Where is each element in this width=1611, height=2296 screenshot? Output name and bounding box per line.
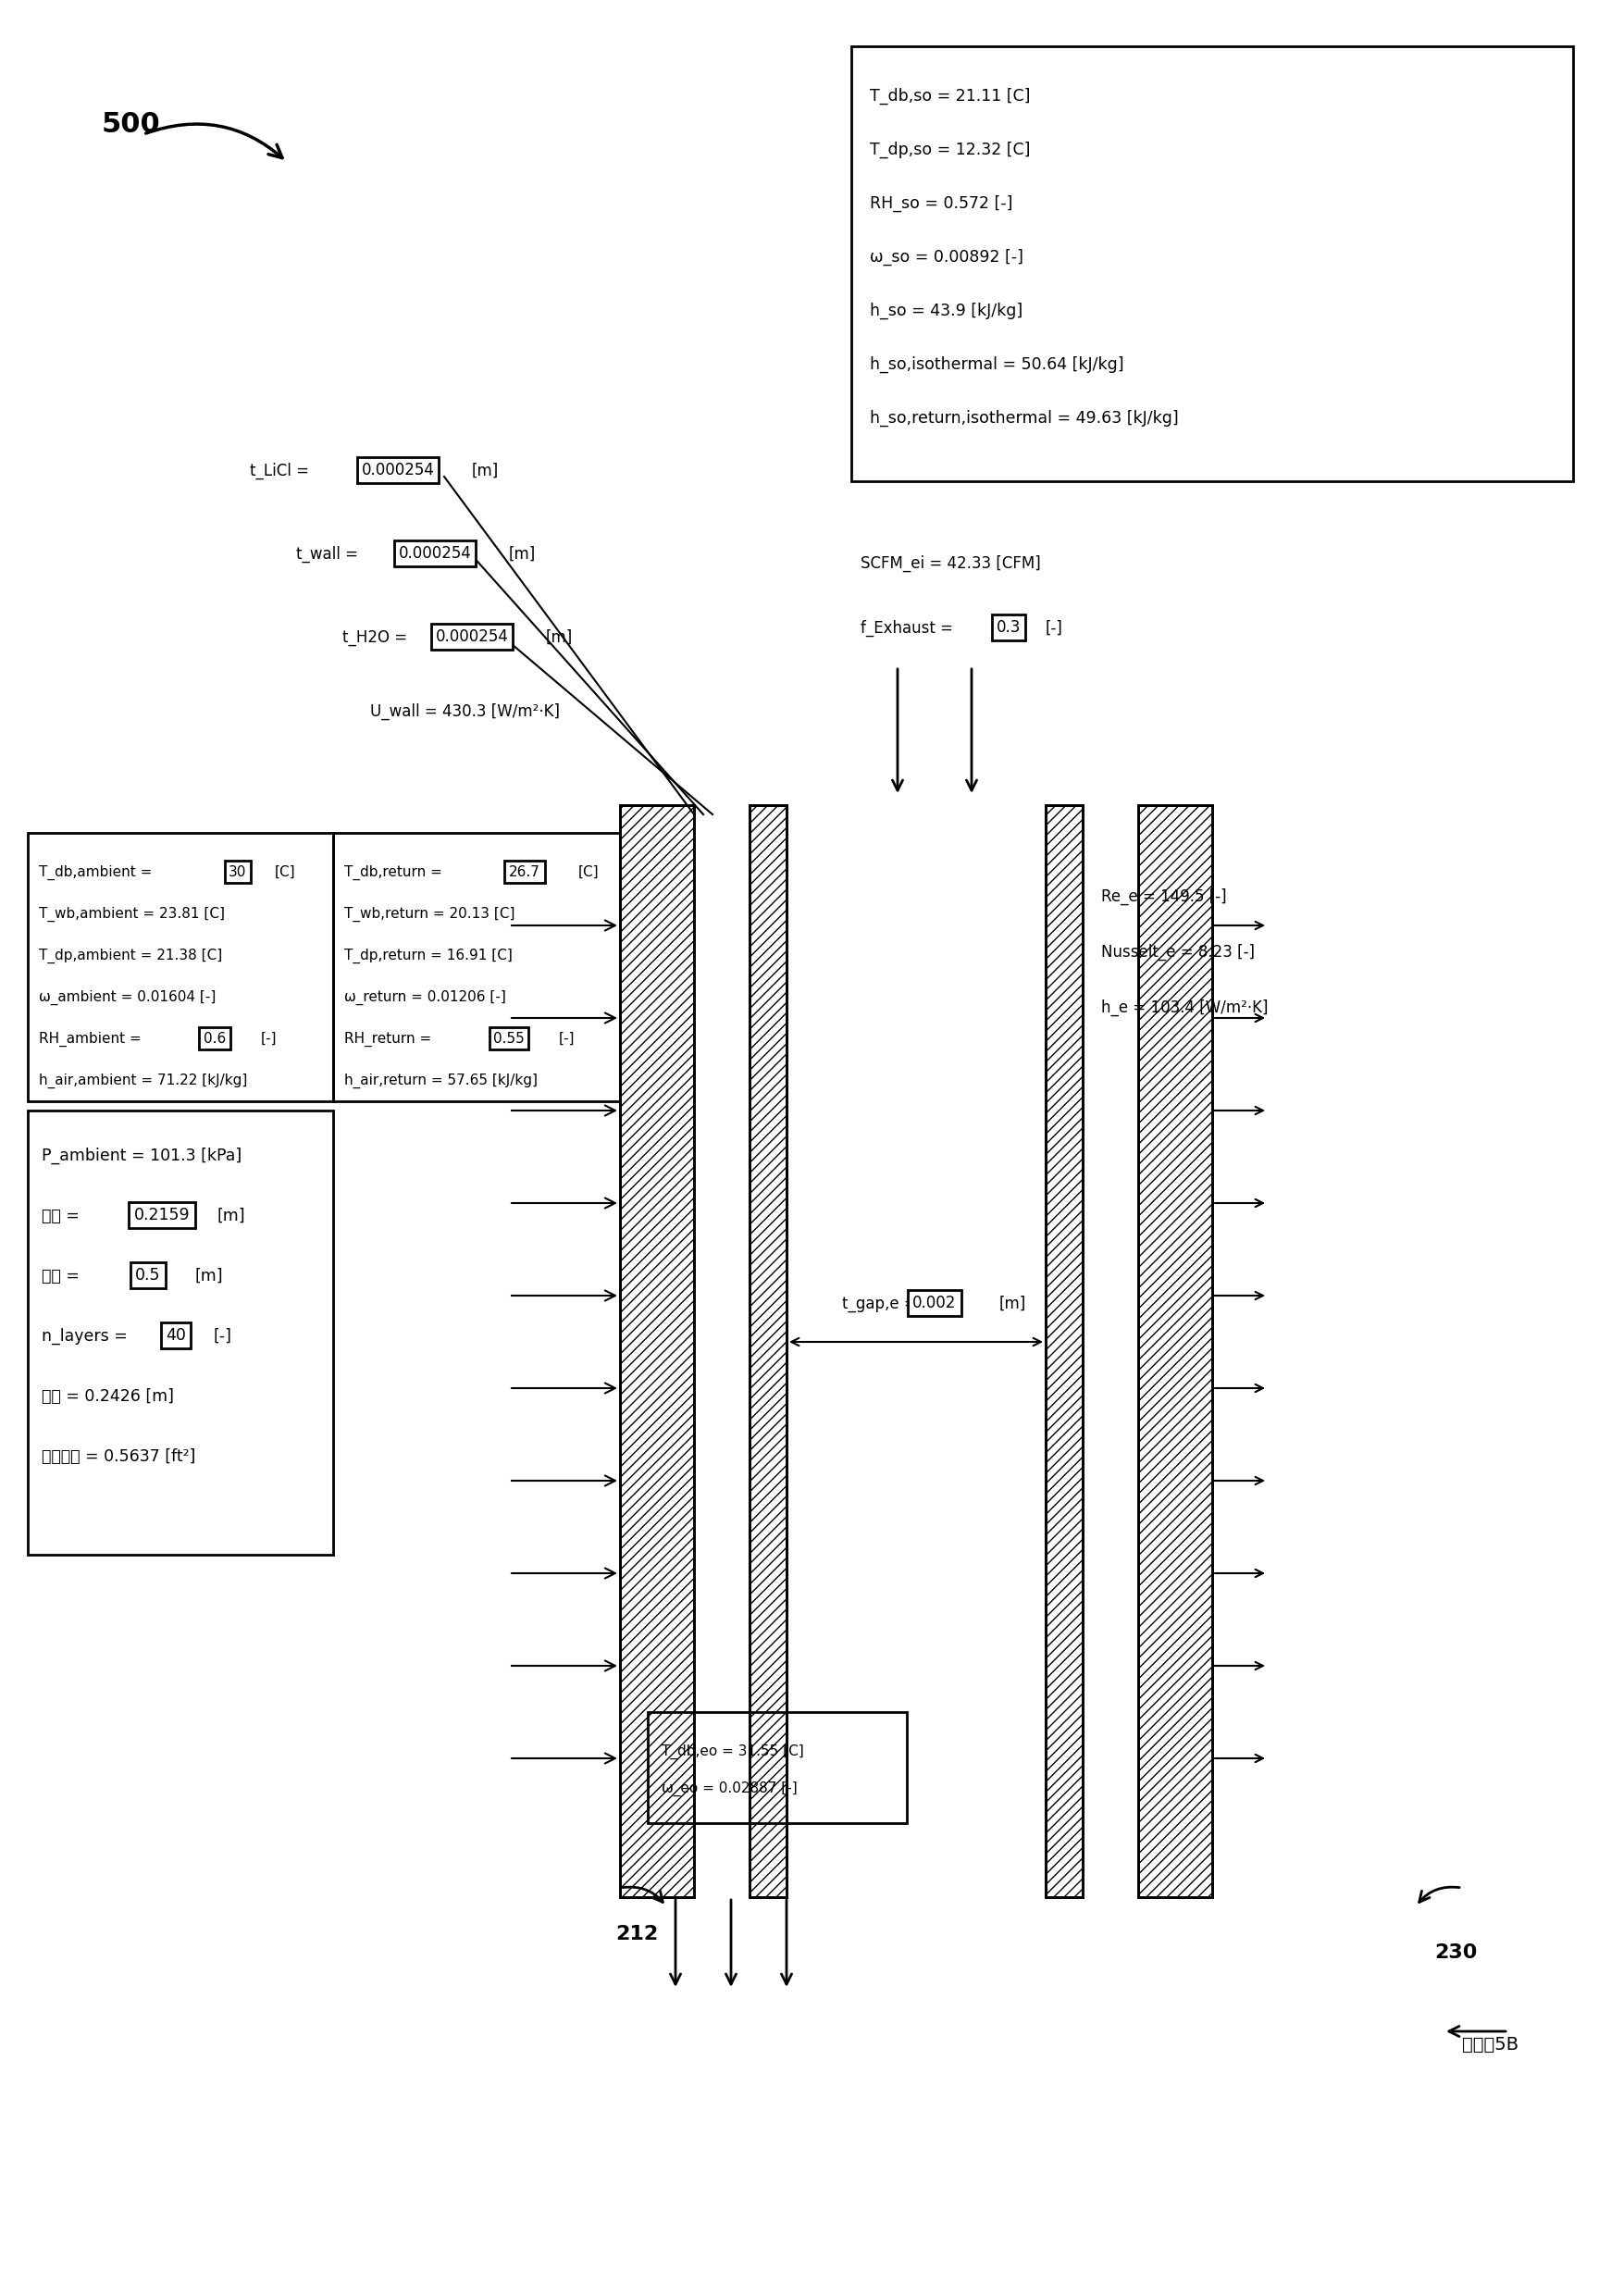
Text: T_db,so = 21.11 [C]: T_db,so = 21.11 [C] — [870, 87, 1031, 106]
Text: T_db,return =: T_db,return = — [345, 866, 441, 879]
Text: ω_ambient = 0.01604 [-]: ω_ambient = 0.01604 [-] — [39, 990, 216, 1006]
Bar — [749, 806, 786, 1896]
Text: 0.3: 0.3 — [997, 620, 1021, 636]
Bar — [749, 806, 786, 1896]
Text: T_wb,ambient = 23.81 [C]: T_wb,ambient = 23.81 [C] — [39, 907, 226, 923]
Text: f_Exhaust =: f_Exhaust = — [860, 620, 954, 636]
Text: [-]: [-] — [213, 1327, 232, 1345]
Bar — [620, 806, 694, 1896]
Text: ω_return = 0.01206 [-]: ω_return = 0.01206 [-] — [345, 990, 506, 1006]
Text: T_wb,return = 20.13 [C]: T_wb,return = 20.13 [C] — [345, 907, 516, 923]
Text: P_ambient = 101.3 [kPa]: P_ambient = 101.3 [kPa] — [42, 1148, 242, 1164]
Text: 宽度 =: 宽度 = — [42, 1208, 79, 1224]
Bar — [620, 806, 694, 1896]
Text: [m]: [m] — [999, 1295, 1026, 1313]
Text: 下接图5B: 下接图5B — [1463, 2037, 1519, 2053]
Text: SCFM_ei = 42.33 [CFM]: SCFM_ei = 42.33 [CFM] — [860, 556, 1041, 572]
Text: ω_eo = 0.02887 [-]: ω_eo = 0.02887 [-] — [662, 1782, 797, 1795]
Bar — [1046, 806, 1083, 1896]
Text: [m]: [m] — [509, 546, 536, 563]
Text: 0.002: 0.002 — [913, 1295, 957, 1311]
Text: 30: 30 — [229, 866, 246, 879]
Text: n_layers =: n_layers = — [42, 1327, 127, 1345]
Text: T_dp,return = 16.91 [C]: T_dp,return = 16.91 [C] — [345, 948, 512, 964]
Text: RH_so = 0.572 [-]: RH_so = 0.572 [-] — [870, 195, 1013, 211]
Bar — [1137, 806, 1211, 1896]
Text: [-]: [-] — [559, 1031, 575, 1045]
Text: T_dp,so = 12.32 [C]: T_dp,so = 12.32 [C] — [870, 142, 1031, 158]
Text: 0.000254: 0.000254 — [435, 629, 509, 645]
Text: h_so,return,isothermal = 49.63 [kJ/kg]: h_so,return,isothermal = 49.63 [kJ/kg] — [870, 411, 1179, 427]
Text: RH_return =: RH_return = — [345, 1031, 432, 1047]
Text: 40: 40 — [166, 1327, 185, 1343]
Text: t_LiCl =: t_LiCl = — [250, 464, 309, 480]
Bar — [27, 1111, 333, 1554]
Text: [m]: [m] — [546, 629, 574, 645]
Text: t_H2O =: t_H2O = — [343, 629, 408, 645]
Text: 0.6: 0.6 — [203, 1031, 226, 1045]
Text: t_wall =: t_wall = — [296, 546, 358, 563]
Text: RH_ambient =: RH_ambient = — [39, 1031, 142, 1047]
Bar — [851, 46, 1572, 482]
Text: ω_so = 0.00892 [-]: ω_so = 0.00892 [-] — [870, 248, 1023, 266]
Text: 面积表面 = 0.5637 [ft²]: 面积表面 = 0.5637 [ft²] — [42, 1449, 195, 1465]
Text: 0.000254: 0.000254 — [398, 544, 472, 563]
Text: [m]: [m] — [195, 1267, 222, 1283]
Text: T_db,eo = 31.55 [C]: T_db,eo = 31.55 [C] — [662, 1745, 804, 1759]
Text: 0.2159: 0.2159 — [134, 1208, 190, 1224]
Text: [-]: [-] — [261, 1031, 277, 1045]
Bar — [648, 1713, 907, 1823]
Text: h_so = 43.9 [kJ/kg]: h_so = 43.9 [kJ/kg] — [870, 303, 1023, 319]
Text: h_so,isothermal = 50.64 [kJ/kg]: h_so,isothermal = 50.64 [kJ/kg] — [870, 356, 1124, 374]
Text: Re_e = 149.5 [-]: Re_e = 149.5 [-] — [1102, 889, 1226, 905]
Bar — [27, 833, 333, 1102]
Text: t_gap,e =: t_gap,e = — [843, 1295, 917, 1313]
Text: [-]: [-] — [1046, 620, 1063, 636]
Text: T_db,ambient =: T_db,ambient = — [39, 866, 151, 879]
Text: 500: 500 — [101, 110, 161, 138]
Text: [m]: [m] — [217, 1208, 246, 1224]
Text: [C]: [C] — [275, 866, 296, 879]
Text: 0.000254: 0.000254 — [361, 461, 435, 478]
Text: 高度 = 0.2426 [m]: 高度 = 0.2426 [m] — [42, 1389, 174, 1405]
Text: 26.7: 26.7 — [509, 866, 540, 879]
Text: U_wall = 430.3 [W/m²·K]: U_wall = 430.3 [W/m²·K] — [371, 703, 561, 721]
Text: [C]: [C] — [578, 866, 599, 879]
Bar — [333, 833, 620, 1102]
Text: T_dp,ambient = 21.38 [C]: T_dp,ambient = 21.38 [C] — [39, 948, 222, 964]
Text: 212: 212 — [615, 1924, 659, 1942]
Text: h_air,return = 57.65 [kJ/kg]: h_air,return = 57.65 [kJ/kg] — [345, 1075, 538, 1088]
Text: [m]: [m] — [472, 464, 499, 480]
Bar — [1137, 806, 1211, 1896]
Text: 0.5: 0.5 — [135, 1267, 161, 1283]
Text: 0.55: 0.55 — [493, 1031, 525, 1045]
Text: 230: 230 — [1434, 1942, 1477, 1961]
Text: h_air,ambient = 71.22 [kJ/kg]: h_air,ambient = 71.22 [kJ/kg] — [39, 1075, 248, 1088]
Text: Nusselt_e = 8.23 [-]: Nusselt_e = 8.23 [-] — [1102, 944, 1255, 960]
Bar — [1046, 806, 1083, 1896]
Text: h_e = 103.4 [W/m²·K]: h_e = 103.4 [W/m²·K] — [1102, 999, 1268, 1017]
Text: 长度 =: 长度 = — [42, 1267, 79, 1283]
